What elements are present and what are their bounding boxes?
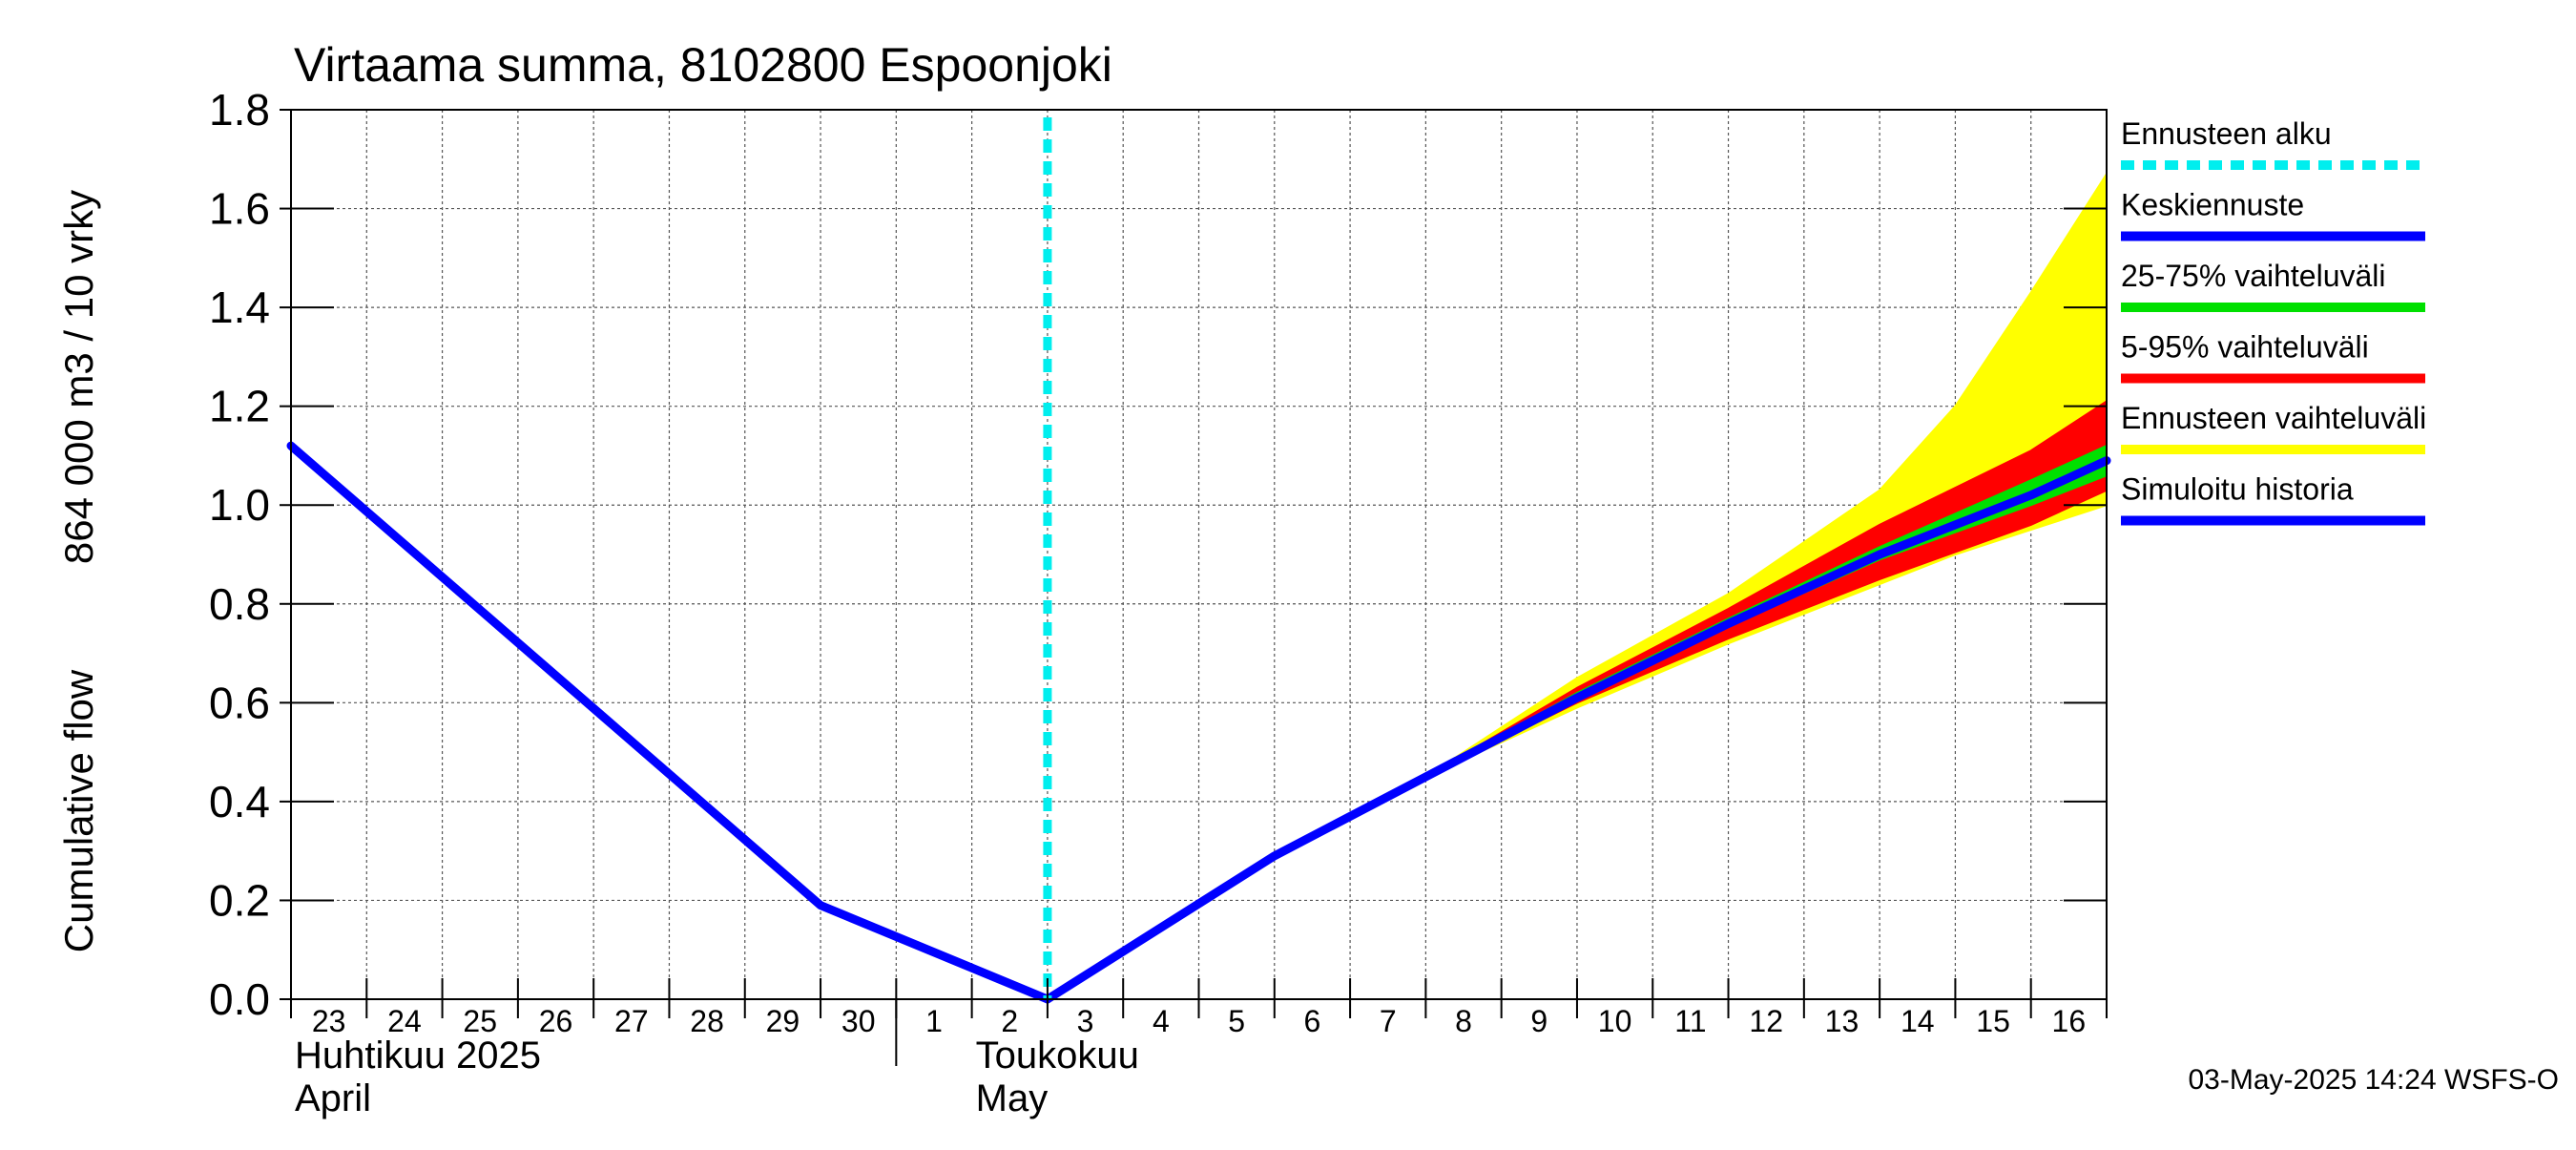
month-label-finnish: Huhtikuu 2025 [295,1035,541,1077]
x-tick-label: 4 [1153,1004,1170,1038]
legend-label: Keskiennuste [2121,188,2304,222]
y-axis-label-line1: Cumulative flow [56,669,101,952]
x-tick-label: 13 [1825,1004,1859,1038]
chart-title: Virtaama summa, 8102800 Espoonjoki [294,38,1112,92]
legend-label: 5-95% vaihteluväli [2121,330,2369,365]
month-label-english: April [295,1077,371,1119]
y-tick-label: 0.6 [209,678,270,727]
legend-label: Ennusteen vaihteluväli [2121,401,2426,435]
x-tick-label: 3 [1077,1004,1094,1038]
x-axis: 23 24 25 26 27 28 29 30 1 2 3 4 5 6 7 8 9 10 11 12 13 14 15 16H… [290,978,2108,1119]
y-axis-label-line2: 864 000 m3 / 10 vrky [56,190,101,564]
x-tick-label: 15 [1976,1004,2010,1038]
x-tick-label: 29 [766,1004,800,1038]
y-tick-label: 0.4 [209,777,270,826]
y-axis: 0.0 0.2 0.4 0.6 0.8 1.0 1.2 1.4 1.6 1.8 [209,85,2107,1024]
x-tick-label: 14 [1901,1004,1935,1038]
x-tick-label: 11 [1674,1004,1706,1038]
legend-label: 25-75% vaihteluväli [2121,259,2386,293]
y-tick-label: 1.8 [209,85,270,135]
x-tick-label: 28 [690,1004,724,1038]
y-tick-label: 1.2 [209,382,270,431]
y-tick-label: 0.8 [209,579,270,629]
x-tick-label: 7 [1380,1004,1397,1038]
x-tick-label: 5 [1228,1004,1245,1038]
x-tick-label: 10 [1598,1004,1632,1038]
x-tick-label: 23 [312,1004,346,1038]
y-tick-label: 1.0 [209,480,270,530]
series-line-keskiennuste [1043,456,2111,1004]
y-tick-label: 1.4 [209,282,270,332]
series-lines [286,441,2111,1004]
x-tick-label: 16 [2052,1004,2087,1038]
x-tick-label: 30 [841,1004,876,1038]
x-tick-label: 26 [539,1004,573,1038]
x-tick-label: 12 [1749,1004,1783,1038]
legend-label: Ennusteen alku [2121,116,2332,151]
x-tick-label: 8 [1455,1004,1472,1038]
x-tick-label: 6 [1304,1004,1321,1038]
y-tick-label: 1.6 [209,184,270,234]
y-tick-label: 0.0 [209,974,270,1024]
x-tick-label: 25 [463,1004,497,1038]
legend-label: Simuloitu historia [2121,472,2354,507]
month-label-english: May [976,1077,1049,1119]
x-tick-label: 9 [1530,1004,1548,1038]
x-tick-label: 2 [1001,1004,1018,1038]
footer-timestamp: 03-May-2025 14:24 WSFS-O [2189,1064,2560,1096]
legend: Ennusteen alku Keskiennuste 25-75% vaihtel… [2121,116,2426,526]
x-tick-label: 27 [614,1004,649,1038]
x-tick-label: 24 [387,1004,422,1038]
series-line-simuloitu-historia [286,441,1052,1004]
y-tick-label: 0.2 [209,875,270,925]
x-tick-label: 1 [925,1004,943,1038]
month-label-finnish: Toukokuu [976,1035,1139,1077]
